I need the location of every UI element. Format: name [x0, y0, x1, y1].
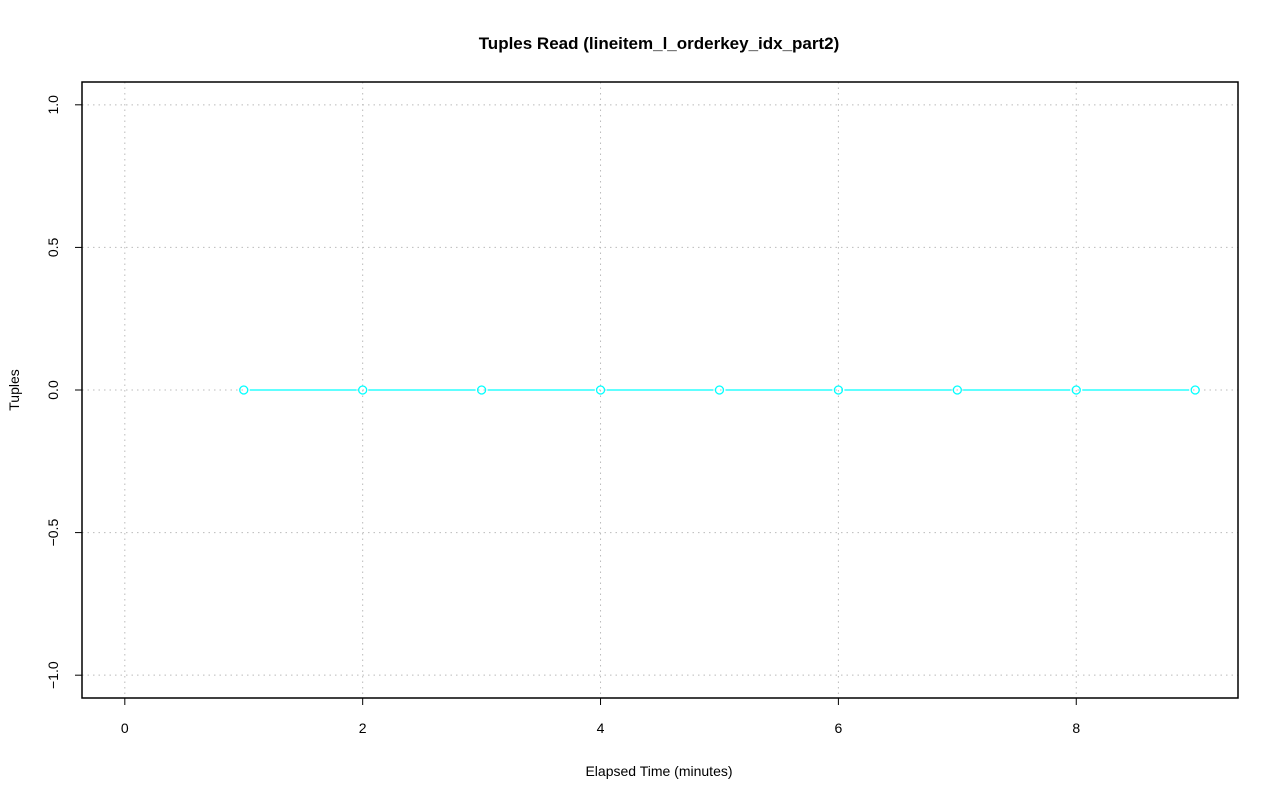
chart-title: Tuples Read (lineitem_l_orderkey_idx_par…: [479, 34, 840, 53]
x-tick-label: 0: [121, 720, 129, 736]
x-tick-label: 4: [597, 720, 605, 736]
x-tick-label: 2: [359, 720, 367, 736]
x-tick-label: 6: [834, 720, 842, 736]
data-point: [833, 385, 844, 395]
data-point: [1071, 385, 1081, 395]
y-tick-label: −1.0: [45, 661, 61, 689]
data-point: [476, 385, 487, 395]
x-tick-label: 8: [1072, 720, 1080, 736]
y-tick-label: 0.5: [45, 237, 61, 257]
y-tick-label: 0.0: [45, 380, 61, 400]
data-point: [595, 385, 606, 395]
x-axis-label: Elapsed Time (minutes): [585, 763, 732, 779]
y-axis-label: Tuples: [6, 369, 22, 411]
data-point: [1190, 385, 1200, 395]
plot-frame: [81, 81, 1239, 699]
data-point: [239, 385, 249, 395]
data-point: [358, 385, 368, 395]
data-point: [714, 385, 725, 395]
y-tick-label: 1.0: [45, 95, 61, 115]
y-tick-label: −0.5: [45, 519, 61, 547]
data-point: [952, 385, 962, 395]
